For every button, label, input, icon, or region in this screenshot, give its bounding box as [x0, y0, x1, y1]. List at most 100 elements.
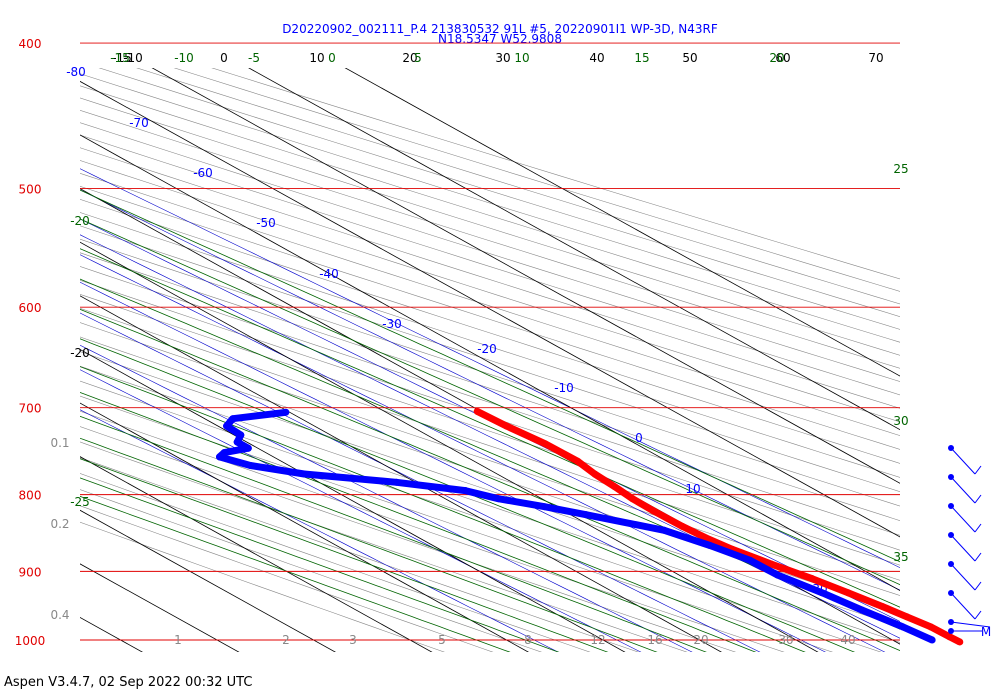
dewpoint-point: [541, 503, 549, 511]
isotherm-tick-label: -20: [70, 346, 90, 360]
temperature-point: [649, 507, 657, 515]
dry-adiabat-tick-label: -60: [193, 166, 213, 180]
dry-adiabat-line: [80, 185, 900, 450]
dry-adiabat-tick-label: -20: [477, 342, 497, 356]
isotherm-line: [80, 295, 722, 652]
pressure-tick-label: 700: [19, 402, 42, 416]
temperature-point: [628, 495, 636, 503]
moist-adiabat-line: [80, 415, 707, 652]
temperature-point: [591, 470, 599, 478]
wind-barb-flag: [974, 552, 982, 562]
mixing-ratio-tick-label: 5: [438, 633, 446, 647]
mixing-ratio-tick-label: 8: [524, 633, 532, 647]
dry-adiabat-line: [80, 521, 445, 652]
temperature-point: [956, 638, 964, 646]
dry-adiabat-line: [80, 225, 900, 493]
wind-barb-flag: [974, 465, 982, 475]
dewpoint-point: [229, 415, 237, 423]
temperature-point: [903, 613, 911, 621]
isotherm-line: [80, 456, 433, 652]
isotherm-tick-label: -10: [123, 51, 143, 65]
temperature-point: [927, 623, 935, 631]
wind-barb-staff: [950, 534, 976, 562]
moist-adiabat-tick-label: 20: [769, 51, 784, 65]
dry-adiabat-line: [80, 212, 900, 478]
isotherm-tick-label: 0: [220, 51, 228, 65]
moist-adiabat-tick-label: -5: [248, 51, 260, 65]
isotherm-line: [248, 68, 900, 431]
dry-adiabat-line: [80, 351, 900, 627]
temperature-point: [879, 603, 887, 611]
dewpoint-point: [246, 461, 254, 469]
dewpoint-point: [300, 470, 308, 478]
dry-adiabat-line: [80, 147, 900, 409]
wind-barb-staff: [950, 447, 976, 475]
left-scale-label: 0.2: [50, 517, 69, 531]
dry-adiabat-line: [80, 489, 543, 652]
dry-adiabat-line: [211, 68, 900, 280]
mixing-ratio-tick-label: 2: [282, 633, 290, 647]
temperature-point: [767, 560, 775, 568]
footer-version: Aspen V3.4.7, 02 Sep 2022 00:32 UTC: [4, 675, 253, 690]
moist-adiabat-line: [80, 477, 560, 652]
dry-adiabat-line: [80, 441, 688, 652]
pressure-tick-label: 800: [19, 489, 42, 503]
moist-adiabat-line: [80, 392, 757, 652]
wind-barb-flag: [974, 494, 982, 504]
dewpoint-point: [220, 449, 228, 457]
moist-adiabat-tick-label: -15: [110, 51, 130, 65]
wind-barb-label: M: [981, 625, 991, 639]
moist-adiabat-tick-label: 10: [514, 51, 529, 65]
moist-adiabat-tick-label: 35: [893, 550, 908, 564]
dry-adiabat-line: [80, 308, 900, 581]
dry-adiabat-line: [98, 68, 900, 317]
isotherm-line: [80, 134, 900, 591]
mixing-ratio-line: [80, 168, 900, 568]
mixing-ratio-line: [80, 369, 642, 652]
mixing-ratio-line: [80, 281, 826, 652]
dry-adiabat-line: [80, 473, 591, 652]
moist-adiabat-tick-label: -10: [174, 51, 194, 65]
dewpoint-point: [244, 444, 252, 452]
isotherm-tick-label: 10: [309, 51, 324, 65]
pressure-tick-label: 500: [19, 182, 42, 196]
dry-adiabat-tick-label: -50: [256, 216, 276, 230]
dewpoint-point: [706, 542, 714, 550]
dry-adiabat-line: [80, 365, 900, 643]
temperature-point: [541, 440, 549, 448]
moist-adiabat-line: [80, 218, 900, 586]
isotherm-tick-label: 30: [495, 51, 510, 65]
dry-adiabat-line: [80, 457, 639, 652]
isotherm-tick-label: 60: [775, 51, 790, 65]
chart-title-line1: D20220902_002111_P.4 213830532 91L #5, 2…: [282, 22, 718, 36]
mixing-ratio-line: [80, 409, 559, 652]
dry-adiabat-line: [80, 293, 900, 566]
temperature-point: [502, 422, 510, 430]
mixing-ratio-tick-label: 40: [840, 633, 855, 647]
dry-adiabat-line: [136, 68, 900, 305]
mixing-ratio-tick-label: 16: [647, 633, 662, 647]
moist-adiabat-line: [80, 458, 609, 652]
dewpoint-point: [282, 408, 290, 416]
temperature-point: [844, 589, 852, 597]
moist-adiabat-line: [80, 495, 511, 652]
dewpoint-point: [746, 556, 754, 564]
isotherm-tick-label: 50: [682, 51, 697, 65]
dewpoint-point: [818, 589, 826, 597]
dry-adiabat-line: [80, 160, 900, 423]
temperature-point: [678, 522, 686, 530]
isotherm-tick-label: -15: [112, 51, 132, 65]
isotherm-line: [80, 402, 529, 652]
mixing-ratio-tick-label: 12: [590, 633, 605, 647]
isotherm-line: [80, 509, 336, 652]
left-scale-label: 0.4: [50, 608, 69, 622]
dewpoint-point: [582, 511, 590, 519]
moist-adiabat-line: [80, 338, 856, 652]
dewpoint-point: [494, 495, 502, 503]
dry-adiabat-line: [80, 73, 900, 330]
wind-barb-staff: [950, 563, 976, 591]
mixing-ratio-tick-label: 30: [778, 633, 793, 647]
wind-barb-staff: [950, 592, 976, 620]
moist-adiabat-line: [80, 366, 806, 652]
